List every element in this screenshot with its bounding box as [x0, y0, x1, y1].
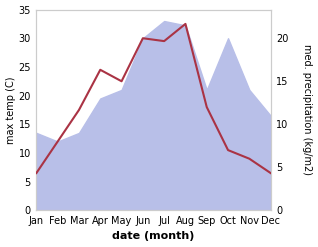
Y-axis label: max temp (C): max temp (C) [5, 76, 16, 144]
X-axis label: date (month): date (month) [112, 231, 195, 242]
Y-axis label: med. precipitation (kg/m2): med. precipitation (kg/m2) [302, 44, 313, 175]
